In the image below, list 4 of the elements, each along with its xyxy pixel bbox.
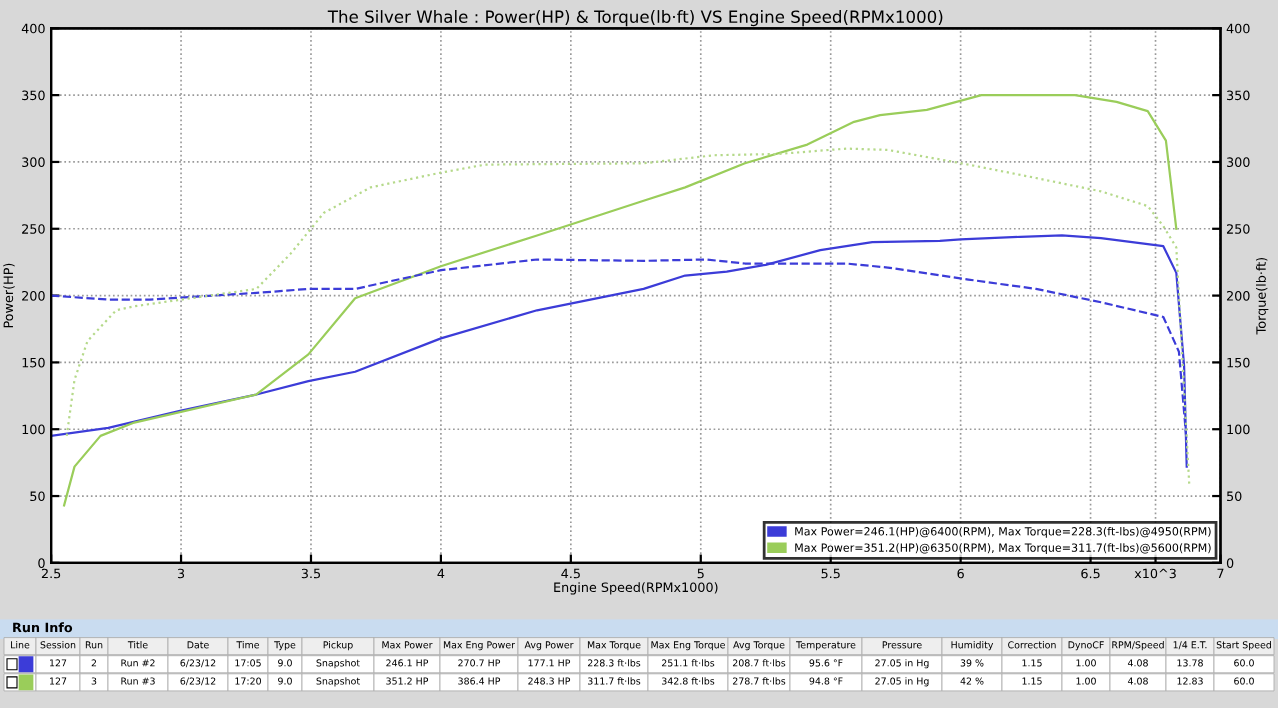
line-series	[51, 234, 1188, 468]
chart-title: The Silver Whale : Power(HP) & Torque(lb·ft) VS Engine Speed(RPMx1000)	[327, 10, 943, 27]
line-series	[63, 94, 1178, 507]
line-series	[65, 147, 1191, 487]
